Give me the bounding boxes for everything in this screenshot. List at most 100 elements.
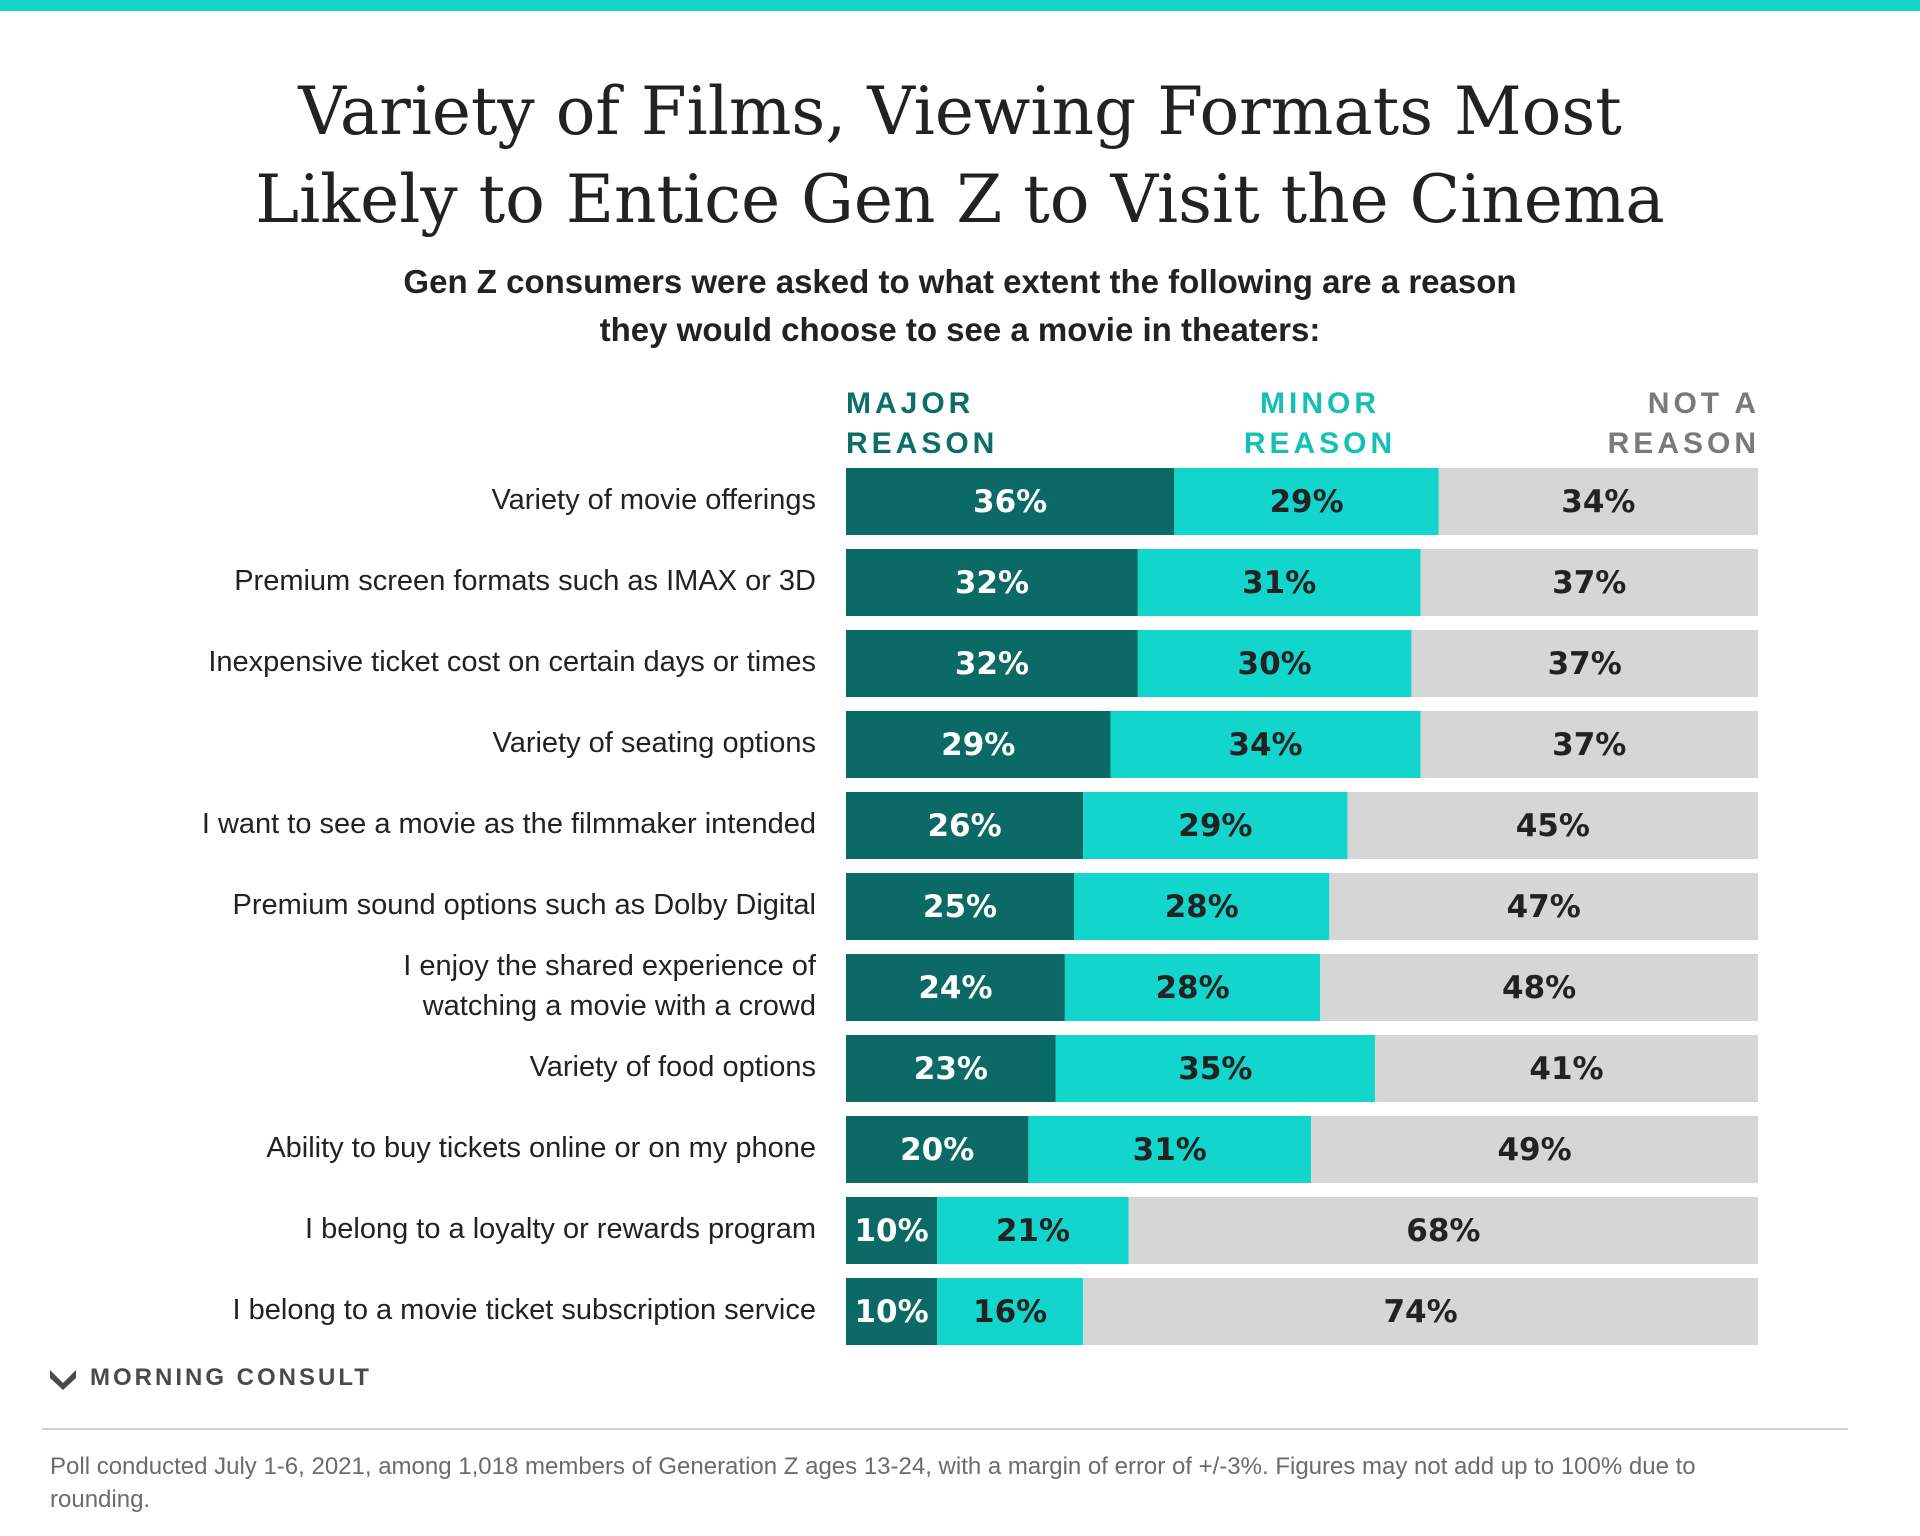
bar-segment-not bbox=[1438, 468, 1758, 535]
bar-segment-minor bbox=[1074, 873, 1330, 940]
data-label-major: 32% bbox=[955, 646, 1029, 682]
data-label-not: 37% bbox=[1552, 727, 1626, 763]
bar-segment-not bbox=[1347, 792, 1758, 859]
legend-major-line-1: MAJOR bbox=[846, 387, 975, 420]
bar-segment-not bbox=[1411, 630, 1758, 697]
legend-not-a-reason: NOT A REASON bbox=[1560, 384, 1760, 464]
data-label-major: 32% bbox=[955, 565, 1029, 601]
accent-top-bar bbox=[0, 0, 1920, 11]
morning-consult-m-icon bbox=[50, 1370, 76, 1390]
category-label: I want to see a movie as the filmmaker i… bbox=[202, 808, 816, 840]
bar-segment-minor bbox=[1110, 711, 1421, 778]
footnote: Poll conducted July 1-6, 2021, among 1,0… bbox=[50, 1453, 1696, 1513]
bar-segment-major bbox=[846, 792, 1084, 859]
data-label-major: 24% bbox=[918, 970, 992, 1006]
legend-not-line-1: NOT A bbox=[1647, 387, 1760, 420]
bar-row: Variety of seating options 29% 34% 37% bbox=[493, 711, 1758, 778]
category-label: watching a movie with a crowd bbox=[422, 990, 816, 1022]
legend-minor-line-2: REASON bbox=[1243, 427, 1397, 460]
footer-divider bbox=[42, 1428, 1848, 1430]
data-label-minor: 21% bbox=[996, 1213, 1070, 1249]
bar-segment-major bbox=[846, 1197, 938, 1264]
category-label: Variety of food options bbox=[530, 1051, 816, 1083]
bar-segment-major bbox=[846, 954, 1065, 1021]
data-label-major: 20% bbox=[900, 1132, 974, 1168]
data-label-not: 37% bbox=[1548, 646, 1622, 682]
bar-row: I belong to a loyalty or rewards program… bbox=[305, 1197, 1758, 1264]
title-line-2: Likely to Entice Gen Z to Visit the Cine… bbox=[255, 161, 1665, 238]
data-label-minor: 28% bbox=[1155, 970, 1229, 1006]
category-label: Premium screen formats such as IMAX or 3… bbox=[234, 565, 816, 597]
legend-major-line-2: REASON bbox=[846, 427, 999, 460]
bar-segment-minor bbox=[1174, 468, 1439, 535]
data-label-minor: 34% bbox=[1228, 727, 1302, 763]
bar-segment-major bbox=[846, 549, 1138, 616]
data-label-minor: 30% bbox=[1238, 646, 1312, 682]
morning-consult-logo: MORNING CONSULT bbox=[48, 1364, 372, 1392]
legend-minor-reason: MINOR REASON bbox=[1240, 384, 1400, 464]
data-label-major: 29% bbox=[941, 727, 1015, 763]
data-label-minor: 16% bbox=[973, 1294, 1047, 1330]
category-label: Premium sound options such as Dolby Digi… bbox=[233, 889, 817, 921]
bar-row: Ability to buy tickets online or on my p… bbox=[266, 1116, 1758, 1183]
bar-segment-major bbox=[846, 711, 1111, 778]
chart-title: Variety of Films, Viewing Formats Most L… bbox=[0, 68, 1920, 244]
bar-segment-minor bbox=[1137, 630, 1412, 697]
data-label-major: 10% bbox=[854, 1213, 928, 1249]
data-label-minor: 31% bbox=[1242, 565, 1316, 601]
bar-segment-major bbox=[846, 873, 1074, 940]
bar-segment-major bbox=[846, 1035, 1056, 1102]
bar-segment-minor bbox=[937, 1197, 1129, 1264]
bar-row: I enjoy the shared experience of watching… bbox=[403, 950, 1758, 1022]
bar-row: Premium screen formats such as IMAX or 3… bbox=[234, 549, 1758, 616]
bar-segment-not bbox=[1320, 954, 1758, 1021]
bar-row: Premium sound options such as Dolby Digi… bbox=[233, 873, 1758, 940]
bar-segment-not bbox=[1374, 1035, 1758, 1102]
bar-segment-not bbox=[1420, 549, 1758, 616]
bar-row: I belong to a movie ticket subscription … bbox=[233, 1278, 1758, 1345]
data-label-major: 23% bbox=[914, 1051, 988, 1087]
subtitle-line-1: Gen Z consumers were asked to what exten… bbox=[403, 263, 1517, 300]
bar-segment-not bbox=[1329, 873, 1758, 940]
category-label: Inexpensive ticket cost on certain days … bbox=[208, 646, 816, 678]
bar-segment-major bbox=[846, 1116, 1029, 1183]
data-label-major: 26% bbox=[927, 808, 1001, 844]
bar-segment-not bbox=[1420, 711, 1758, 778]
category-label: I belong to a movie ticket subscription … bbox=[233, 1294, 817, 1326]
data-label-minor: 35% bbox=[1178, 1051, 1252, 1087]
bar-row: Inexpensive ticket cost on certain days … bbox=[208, 630, 1758, 697]
data-label-not: 74% bbox=[1383, 1294, 1457, 1330]
chart-subtitle: Gen Z consumers were asked to what exten… bbox=[0, 258, 1920, 354]
data-label-not: 49% bbox=[1497, 1132, 1571, 1168]
category-label: Variety of movie offerings bbox=[491, 484, 816, 516]
data-label-minor: 28% bbox=[1165, 889, 1239, 925]
bar-segment-not bbox=[1128, 1197, 1758, 1264]
data-label-not: 45% bbox=[1516, 808, 1590, 844]
data-label-not: 34% bbox=[1561, 484, 1635, 520]
bar-segment-not bbox=[1311, 1116, 1758, 1183]
bar-segment-minor bbox=[937, 1278, 1084, 1345]
bar-row: I want to see a movie as the filmmaker i… bbox=[202, 792, 1758, 859]
legend-not-line-2: REASON bbox=[1607, 427, 1760, 460]
data-label-minor: 29% bbox=[1178, 808, 1252, 844]
legend-major-reason: MAJOR REASON bbox=[846, 384, 998, 464]
data-label-major: 36% bbox=[973, 484, 1047, 520]
bar-segment-not bbox=[1083, 1278, 1758, 1345]
legend-minor-line-1: MINOR bbox=[1260, 387, 1380, 420]
category-label: Ability to buy tickets online or on my p… bbox=[266, 1132, 816, 1164]
category-label: I enjoy the shared experience of bbox=[403, 950, 817, 982]
data-label-major: 25% bbox=[923, 889, 997, 925]
bar-segment-minor bbox=[1064, 954, 1321, 1021]
bar-segment-minor bbox=[1083, 792, 1348, 859]
bar-segment-major bbox=[846, 630, 1138, 697]
title-line-1: Variety of Films, Viewing Formats Most bbox=[298, 73, 1622, 150]
bar-segment-minor bbox=[1028, 1116, 1312, 1183]
subtitle-line-2: they would choose to see a movie in thea… bbox=[599, 311, 1321, 348]
data-label-not: 48% bbox=[1502, 970, 1576, 1006]
data-label-minor: 31% bbox=[1133, 1132, 1207, 1168]
data-label-not: 47% bbox=[1507, 889, 1581, 925]
data-label-not: 37% bbox=[1552, 565, 1626, 601]
data-label-not: 41% bbox=[1529, 1051, 1603, 1087]
bar-segment-minor bbox=[1055, 1035, 1375, 1102]
